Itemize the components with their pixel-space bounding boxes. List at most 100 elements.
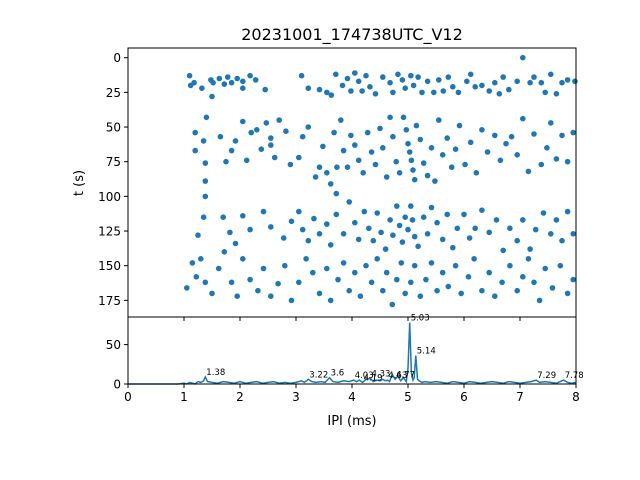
peak-label: 7.78	[565, 371, 584, 381]
scatter-point	[305, 124, 312, 130]
scatter-point	[420, 160, 427, 166]
scatter-point	[296, 208, 302, 215]
peak-label: 4.77	[396, 370, 415, 380]
scatter-point	[228, 79, 235, 86]
scatter-point	[570, 231, 576, 237]
scatter-point	[465, 274, 472, 280]
scatter-point	[215, 265, 222, 272]
scatter-point	[296, 279, 302, 286]
scatter-point	[374, 255, 381, 262]
scatter-point	[514, 152, 520, 158]
scatter-point	[305, 85, 312, 91]
scatter-point	[396, 222, 403, 229]
scatter-point	[367, 84, 373, 90]
scatter-point	[445, 283, 452, 290]
peak-annotations: 1.38 3.22 3.6 4.034.194.334.634.77 5.03 5.14 7…	[206, 314, 583, 384]
scatter-point	[514, 78, 520, 85]
scatter-point	[228, 279, 235, 286]
scatter-point	[253, 127, 260, 133]
scatter-point	[334, 164, 340, 170]
scatter-point	[296, 154, 302, 161]
scatter-point	[339, 82, 346, 89]
scatter-point	[415, 74, 421, 80]
scatter-point	[436, 77, 442, 83]
scatter-point	[240, 255, 246, 262]
scatter-point	[419, 89, 425, 96]
scatter-point	[191, 79, 197, 86]
scatter-point	[548, 71, 554, 78]
scatter-point	[444, 135, 451, 141]
peak-label: 4.33	[372, 370, 391, 380]
peak-label: 5.14	[417, 347, 436, 357]
scatter-point	[553, 156, 560, 162]
scatter-point	[263, 120, 270, 126]
peak-label: 3.22	[309, 370, 328, 380]
scatter-point	[531, 131, 537, 137]
scatter-point	[240, 213, 246, 219]
scatter-point	[471, 255, 477, 262]
scatter-point	[559, 132, 565, 139]
scatter-point	[527, 246, 533, 252]
scatter-point	[549, 285, 556, 291]
scatter-point	[390, 89, 396, 96]
scatter-point	[303, 255, 309, 262]
scatter-point	[439, 236, 446, 243]
scatter-point	[283, 128, 289, 134]
scatter-point	[408, 279, 414, 286]
scatter-point	[327, 181, 334, 187]
x-axis-ticks: 0 1 2 3 4 5 6 7 8	[124, 384, 580, 404]
scatter-point	[456, 122, 463, 129]
peak-label: 3.6	[331, 369, 345, 379]
scatter-point	[548, 231, 554, 237]
scatter-point	[520, 217, 526, 223]
peak-label: 5.03	[411, 314, 430, 324]
scatter-point	[328, 92, 335, 98]
scatter-point	[192, 147, 198, 154]
scatter-point	[276, 117, 283, 123]
scatter-point	[209, 93, 215, 100]
scatter-point	[234, 75, 240, 82]
scatter-point	[316, 164, 323, 170]
ipi-histogram-panel: 1.38 3.22 3.6 4.034.194.334.634.77 5.03 5.14 7…	[106, 314, 584, 430]
scatter-point	[525, 168, 532, 175]
scatter-point	[410, 167, 416, 173]
scatter-point	[542, 89, 548, 96]
scatter-point	[411, 262, 418, 269]
scatter-point	[357, 293, 364, 300]
scatter-point	[352, 70, 358, 76]
scatter-point	[340, 260, 347, 266]
scatter-point	[377, 125, 383, 132]
y-tick-label: 25	[106, 86, 121, 100]
scatter-point	[299, 133, 306, 140]
scatter-point	[424, 78, 431, 85]
scatter-point	[348, 88, 354, 94]
scatter-point	[202, 279, 209, 286]
scatter-point	[527, 79, 533, 86]
scatter-point	[243, 157, 250, 164]
scatter-point	[499, 279, 505, 286]
scatter-point	[461, 211, 467, 218]
scatter-point	[195, 232, 201, 238]
scatter-point	[383, 174, 390, 180]
scatter-point	[559, 237, 565, 244]
scatter-point	[247, 226, 253, 233]
scatter-point	[287, 161, 294, 168]
scatter-point	[327, 297, 334, 304]
scatter-point	[324, 265, 330, 272]
y-tick-label: 50	[106, 121, 121, 135]
scatter-point	[514, 237, 520, 244]
scatter-point	[424, 231, 431, 237]
scatter-point	[240, 78, 246, 85]
scatter-point	[507, 262, 513, 269]
scatter-point	[493, 217, 500, 223]
scatter-point	[520, 54, 526, 61]
scatter-point	[532, 226, 539, 233]
scatter-point	[320, 143, 326, 150]
scatter-point	[455, 89, 462, 96]
scatter-point	[382, 246, 389, 252]
scatter-point	[439, 269, 446, 276]
scatter-point	[428, 204, 435, 211]
scatter-point	[224, 74, 231, 80]
